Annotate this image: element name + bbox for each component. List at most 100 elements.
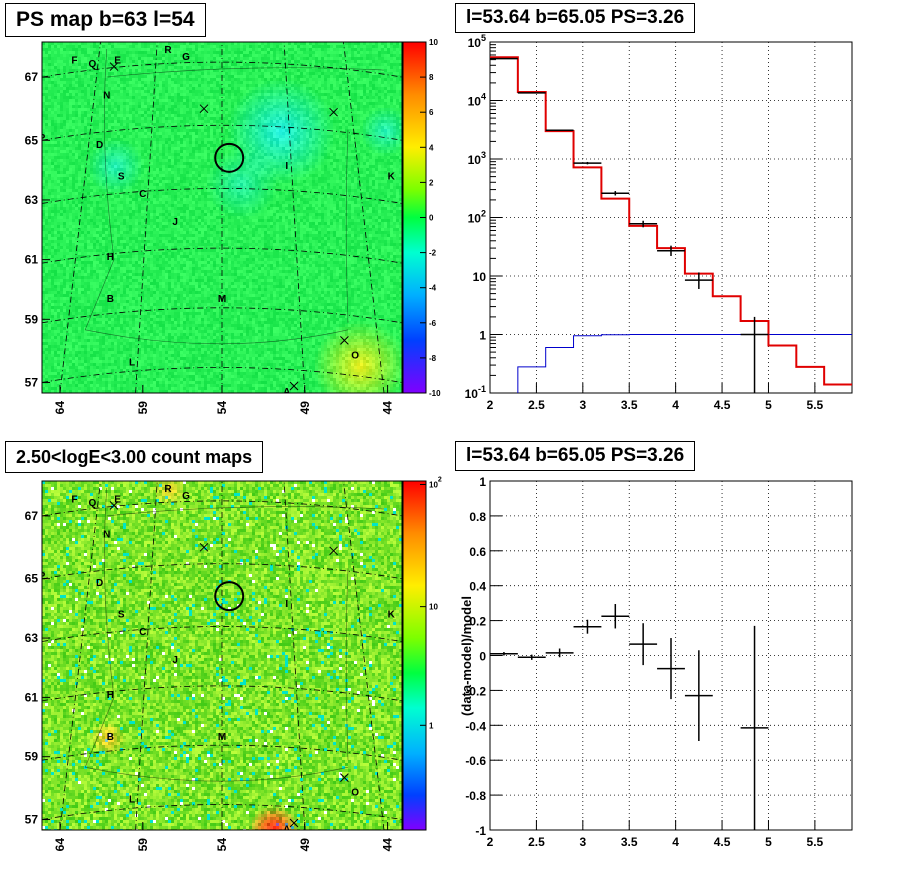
map-pixel [369,93,372,96]
map-pixel [300,117,303,120]
map-pixel [162,165,165,168]
map-pixel [234,66,237,69]
map-pixel [126,114,129,117]
map-pixel [48,120,51,123]
map-pixel [219,81,222,84]
map-pixel [303,78,306,81]
map-pixel [141,84,144,87]
map-pixel [141,63,144,66]
map-pixel [387,159,390,162]
map-pixel [384,51,387,54]
map-pixel [51,42,54,45]
map-pixel [75,66,78,69]
map-pixel [174,156,177,159]
map-pixel [315,126,318,129]
map-pixel [198,123,201,126]
map-pixel [111,111,114,114]
map-pixel [180,135,183,138]
map-pixel [57,75,60,78]
map-pixel [69,165,72,168]
map-pixel [384,150,387,153]
map-pixel [264,93,267,96]
map-pixel [129,60,132,63]
map-pixel [210,60,213,63]
map-pixel [303,48,306,51]
map-pixel [153,147,156,150]
map-pixel [318,147,321,150]
map-pixel [387,162,390,165]
map-pixel [159,57,162,60]
map-pixel [150,81,153,84]
map-pixel [378,123,381,126]
map-pixel [168,72,171,75]
map-pixel [156,72,159,75]
map-pixel [237,66,240,69]
map-pixel [84,63,87,66]
map-pixel [366,42,369,45]
map-pixel [60,60,63,63]
map-pixel [300,90,303,93]
map-pixel [300,138,303,141]
map-pixel [150,72,153,75]
map-pixel [348,114,351,117]
map-pixel [204,144,207,147]
map-pixel [336,102,339,105]
map-pixel [105,150,108,153]
map-pixel [306,105,309,108]
map-pixel [363,129,366,132]
map-pixel [363,159,366,162]
map-pixel [60,147,63,150]
map-pixel [180,156,183,159]
map-pixel [285,96,288,99]
map-pixel [243,144,246,147]
map-pixel [135,114,138,117]
map-pixel [261,108,264,111]
map-pixel [270,102,273,105]
map-pixel [282,147,285,150]
map-pixel [177,135,180,138]
map-pixel [168,111,171,114]
map-pixel [357,42,360,45]
map-pixel [324,147,327,150]
map-pixel [213,135,216,138]
map-pixel [120,84,123,87]
map-pixel [198,57,201,60]
map-pixel [51,159,54,162]
map-pixel [45,60,48,63]
map-pixel [303,69,306,72]
map-pixel [318,114,321,117]
map-pixel [216,75,219,78]
map-pixel [108,165,111,168]
map-pixel [279,57,282,60]
map-pixel [255,150,258,153]
map-pixel [84,108,87,111]
map-pixel [66,135,69,138]
map-pixel [267,45,270,48]
map-pixel [126,147,129,150]
map-pixel [42,111,45,114]
map-pixel [57,159,60,162]
map-pixel [195,117,198,120]
map-pixel [144,108,147,111]
map-pixel [171,48,174,51]
map-pixel [120,111,123,114]
map-pixel [123,111,126,114]
map-pixel [231,45,234,48]
map-pixel [66,138,69,141]
map-pixel [57,123,60,126]
map-pixel [207,63,210,66]
map-pixel [108,114,111,117]
map-pixel [342,60,345,63]
map-pixel [90,57,93,60]
map-pixel [192,48,195,51]
map-pixel [363,108,366,111]
map-pixel [393,87,396,90]
map-pixel [120,57,123,60]
map-pixel [255,123,258,126]
map-pixel [96,126,99,129]
map-pixel [291,57,294,60]
map-pixel [81,102,84,105]
map-pixel [300,120,303,123]
map-pixel [195,144,198,147]
map-pixel [144,45,147,48]
